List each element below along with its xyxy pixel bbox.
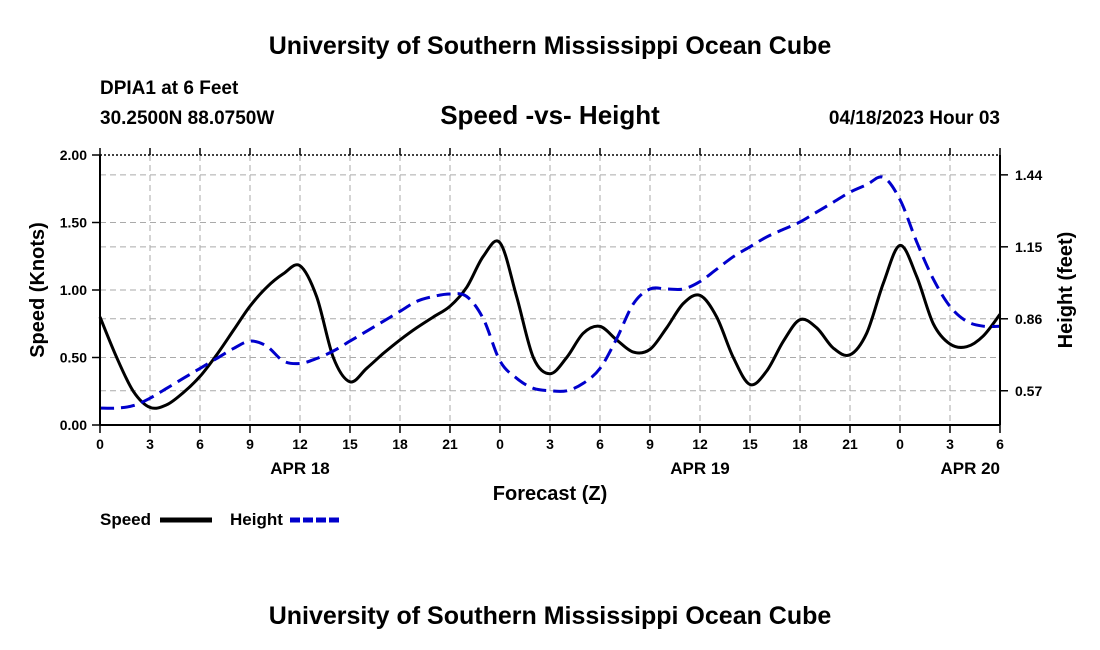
y-tick-label: 0.00 bbox=[60, 417, 87, 433]
grid-lines bbox=[100, 155, 1000, 425]
x-tick-label: 21 bbox=[442, 436, 458, 452]
x-tick-label: 3 bbox=[146, 436, 154, 452]
x-date-label: APR 19 bbox=[670, 459, 730, 478]
y-axis-title: Speed (Knots) bbox=[27, 222, 49, 358]
x-tick-label: 6 bbox=[596, 436, 604, 452]
x-tick-label: 6 bbox=[196, 436, 204, 452]
y2-tick-label: 0.86 bbox=[1015, 311, 1042, 327]
x-tick-label: 0 bbox=[896, 436, 904, 452]
x-tick-label: 0 bbox=[96, 436, 104, 452]
y2-tick-label: 1.44 bbox=[1015, 167, 1042, 183]
y-tick-label: 2.00 bbox=[60, 147, 87, 163]
x-tick-label: 9 bbox=[246, 436, 254, 452]
legend-speed-label: Speed bbox=[100, 510, 151, 529]
x-tick-label: 9 bbox=[646, 436, 654, 452]
x-tick-label: 15 bbox=[742, 436, 758, 452]
x-tick-label: 0 bbox=[496, 436, 504, 452]
x-tick-label: 21 bbox=[842, 436, 858, 452]
x-tick-label: 15 bbox=[342, 436, 358, 452]
x-tick-label: 12 bbox=[292, 436, 308, 452]
axis-ticks: 0 3 6 9 12 15 18 21 0 3 6 9 12 15 18 21 0 3 6 APR 18 APR 19 A… bbox=[60, 147, 1043, 478]
y-tick-label: 1.00 bbox=[60, 282, 87, 298]
x-date-label: APR 18 bbox=[270, 459, 330, 478]
footer-title: University of Southern Mississippi Ocean… bbox=[269, 602, 832, 630]
y-tick-label: 0.50 bbox=[60, 350, 87, 366]
speed-series-line bbox=[98, 239, 1002, 410]
coordinates-label: 30.2500N 88.0750W bbox=[100, 108, 274, 129]
x-tick-label: 3 bbox=[946, 436, 954, 452]
station-label: DPIA1 at 6 Feet bbox=[100, 78, 239, 99]
chart-main-title: University of Southern Mississippi Ocean… bbox=[269, 32, 832, 60]
y2-tick-label: 1.15 bbox=[1015, 239, 1042, 255]
series-group bbox=[98, 175, 1002, 410]
x-tick-label: 6 bbox=[996, 436, 1004, 452]
y-tick-label: 1.50 bbox=[60, 215, 87, 231]
x-date-label: APR 20 bbox=[940, 459, 1000, 478]
forecast-datetime: 04/18/2023 Hour 03 bbox=[829, 108, 1000, 129]
x-tick-label: 12 bbox=[692, 436, 708, 452]
x-axis-title: Forecast (Z) bbox=[493, 483, 607, 505]
x-tick-label: 3 bbox=[546, 436, 554, 452]
x-tick-label: 18 bbox=[392, 436, 408, 452]
y2-axis-title: Height (feet) bbox=[1055, 232, 1077, 349]
legend-height-label: Height bbox=[230, 510, 283, 529]
y2-tick-label: 0.57 bbox=[1015, 383, 1042, 399]
x-tick-label: 18 bbox=[792, 436, 808, 452]
chart-subtitle: Speed -vs- Height bbox=[440, 100, 660, 130]
